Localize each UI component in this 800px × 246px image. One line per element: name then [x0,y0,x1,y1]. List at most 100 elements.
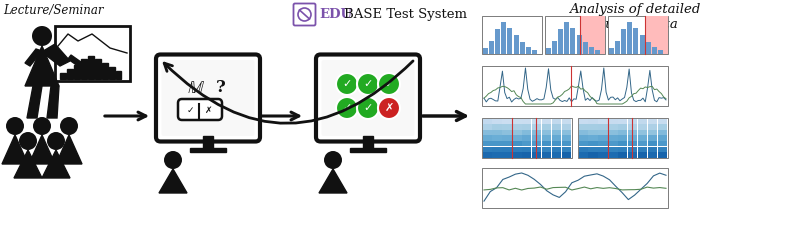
Bar [598,130,608,135]
Bar [578,147,588,152]
Bar [608,147,618,152]
Bar [502,147,512,152]
Bar [552,147,561,152]
Bar [552,130,561,135]
Bar [532,130,542,135]
Bar [102,63,107,79]
Bar [609,48,614,53]
Bar [483,48,488,53]
Bar [658,147,667,152]
Bar [628,130,638,135]
Bar [482,168,668,208]
Polygon shape [159,169,187,193]
Bar [552,41,557,53]
Bar [542,130,551,135]
Bar [350,148,386,152]
Bar [638,124,647,130]
Bar [512,130,522,135]
Text: ✓: ✓ [342,78,352,89]
Bar [598,152,608,157]
FancyArrowPatch shape [164,61,413,123]
Bar [578,130,588,135]
FancyBboxPatch shape [294,3,315,26]
Bar [618,119,627,124]
Bar [658,124,667,130]
Bar [502,136,512,141]
Circle shape [378,97,400,119]
Bar [628,124,638,130]
Bar [578,152,588,157]
Bar [562,141,571,146]
Bar [532,136,542,141]
Text: ✗: ✗ [384,103,394,112]
Bar [502,141,512,146]
Bar [482,141,492,146]
Text: ✗: ✗ [206,106,213,114]
Bar [646,16,668,54]
Bar [532,124,542,130]
Bar [618,136,627,141]
Circle shape [164,151,182,169]
Text: ✓: ✓ [342,103,352,112]
Bar [658,152,667,157]
Bar [502,130,512,135]
Bar [658,119,667,124]
Bar [589,47,594,53]
Bar [618,124,627,130]
Bar [580,16,605,54]
Bar [88,56,94,79]
Bar [638,152,647,157]
Bar [55,26,130,81]
Text: ✓: ✓ [363,103,373,112]
Bar [546,48,551,53]
Circle shape [336,97,358,119]
Bar [608,141,618,146]
Circle shape [33,117,51,135]
Bar [608,119,618,124]
Circle shape [47,132,65,150]
Bar [562,119,571,124]
Bar [638,119,647,124]
Bar [658,50,663,53]
Bar [522,136,531,141]
Bar [588,124,598,130]
Text: $\mathbb{M}$: $\mathbb{M}$ [187,79,205,97]
Bar [608,130,618,135]
Bar [532,119,542,124]
Text: BASE Test System: BASE Test System [344,8,467,21]
Bar [507,28,513,53]
Bar [512,124,522,130]
Polygon shape [14,150,42,178]
Bar [514,35,518,53]
Bar [652,47,657,53]
Bar [608,152,618,157]
Bar [482,118,572,158]
Bar [482,124,492,130]
Bar [203,136,213,149]
Polygon shape [56,135,82,164]
Text: ?: ? [216,79,226,96]
Polygon shape [25,46,59,86]
Polygon shape [68,55,88,71]
Bar [482,66,668,106]
Bar [598,141,608,146]
Bar [582,42,588,53]
Bar [190,148,226,152]
Bar [552,124,561,130]
Bar [628,152,638,157]
Bar [618,152,627,157]
Bar [363,136,373,149]
Bar [564,22,570,53]
Bar [109,67,114,79]
Bar [608,136,618,141]
Bar [492,152,502,157]
Bar [545,16,605,54]
Bar [512,119,522,124]
Bar [492,147,502,152]
Bar [598,124,608,130]
Bar [74,65,79,79]
Bar [512,152,522,157]
Bar [562,152,571,157]
Circle shape [336,73,358,95]
Bar [552,141,561,146]
